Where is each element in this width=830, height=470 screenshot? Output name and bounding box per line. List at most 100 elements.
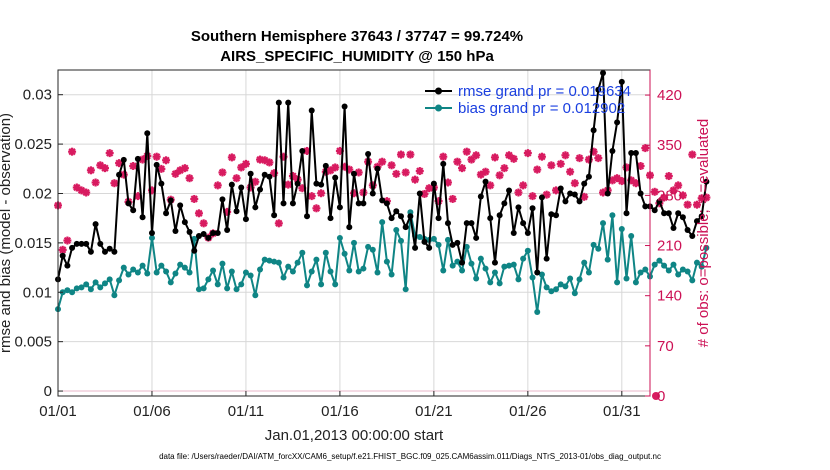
- bias-point: [92, 279, 99, 286]
- rmse-point: [510, 230, 517, 236]
- bias-point: [651, 261, 658, 268]
- rmse-point: [153, 161, 160, 168]
- rmse-point: [355, 200, 362, 207]
- y-tick-label-right: 140: [657, 288, 682, 305]
- rmse-point: [233, 208, 240, 215]
- bias-point: [285, 263, 292, 270]
- bias-point: [538, 271, 545, 278]
- bias-point: [477, 255, 484, 262]
- y-axis-label-right: # of obs: o=possible; ∗=evaluated: [695, 119, 712, 348]
- obs-evaluated-point: [185, 174, 194, 183]
- bias-point: [200, 285, 207, 292]
- bias-point: [73, 285, 80, 292]
- rmse-point: [477, 193, 484, 200]
- rmse-point: [242, 216, 249, 223]
- bias-point: [116, 277, 123, 284]
- bias-point: [271, 258, 278, 265]
- obs-evaluated-point: [566, 167, 575, 176]
- rmse-point: [383, 200, 390, 207]
- rmse-point: [130, 207, 137, 214]
- bias-point: [351, 239, 357, 246]
- axis-ticks: 01/01 01/06 01/11 01/16 01/21 01/26 01/31 0 0.00…: [14, 70, 682, 420]
- rmse-point: [595, 86, 602, 93]
- rmse-point: [651, 207, 658, 214]
- obs-evaluated-point: [439, 152, 448, 161]
- obs-evaluated-point: [199, 219, 208, 228]
- rmse-point: [336, 204, 343, 211]
- bias-point: [365, 243, 372, 250]
- rmse-point: [600, 69, 607, 76]
- obs-evaluated-point: [523, 149, 532, 158]
- rmse-point: [332, 174, 339, 181]
- rmse-point: [228, 181, 235, 188]
- rmse-point: [623, 210, 630, 217]
- bias-point: [205, 276, 212, 283]
- bias-point: [595, 245, 602, 252]
- rmse-point: [69, 244, 76, 251]
- rmse-point: [421, 238, 428, 245]
- bias-point: [600, 220, 607, 227]
- obs-evaluated-point: [495, 171, 504, 180]
- obs-evaluated-point: [82, 188, 91, 197]
- rmse-point: [285, 99, 292, 106]
- rmse-point: [444, 220, 451, 227]
- grid-lines: [57, 70, 650, 396]
- bias-point: [120, 264, 127, 271]
- bias-point: [543, 284, 550, 291]
- bias-point: [177, 261, 184, 268]
- bias-point: [698, 263, 705, 270]
- obs-evaluated-point: [392, 169, 401, 178]
- obs-evaluated-point: [674, 181, 683, 190]
- rmse-point: [257, 186, 264, 193]
- rmse-point: [111, 248, 118, 255]
- rmse-point: [163, 210, 170, 217]
- rmse-point: [407, 213, 414, 220]
- rmse-point: [689, 232, 696, 239]
- rmse-point: [393, 208, 400, 215]
- bias-point: [252, 292, 259, 299]
- obs-evaluated-point: [86, 166, 95, 175]
- bias-point: [167, 279, 174, 286]
- bias-point: [355, 268, 362, 275]
- bias-point: [402, 286, 409, 293]
- rmse-point: [101, 248, 108, 255]
- obs-evaluated-point: [129, 162, 138, 171]
- rmse-point: [524, 230, 531, 236]
- y-tick-label-right: 0: [657, 388, 665, 405]
- bias-point: [144, 270, 151, 277]
- legend-rmse-label: rmse grand pr = 0.019634: [458, 83, 631, 100]
- obs-evaluated-point: [505, 151, 514, 160]
- rmse-point: [670, 225, 677, 232]
- obs-evaluated-point: [669, 186, 678, 195]
- bias-point: [101, 280, 108, 287]
- rmse-point: [703, 178, 710, 185]
- y-tick-label-left: 0.03: [23, 87, 52, 104]
- bias-point: [379, 219, 386, 226]
- rmse-point: [506, 187, 513, 194]
- obs-evaluated-point: [556, 159, 565, 168]
- bias-point: [163, 268, 170, 275]
- bias-point: [557, 281, 564, 288]
- rmse-point: [661, 210, 668, 217]
- rmse-point: [289, 200, 296, 207]
- rmse-point: [698, 213, 705, 220]
- obs-evaluated-point: [58, 245, 67, 254]
- bias-point: [97, 284, 104, 291]
- rmse-point: [186, 229, 193, 236]
- legend: rmse grand pr = 0.019634 bias grand pr =…: [425, 83, 631, 117]
- obs-evaluated-point: [218, 168, 227, 177]
- rmse-point: [177, 202, 184, 209]
- bias-point: [214, 281, 221, 288]
- rmse-point: [496, 212, 503, 219]
- bias-point: [275, 259, 282, 266]
- bias-point: [64, 287, 71, 294]
- rmse-point: [78, 240, 85, 247]
- bias-point: [440, 267, 447, 274]
- bias-point: [416, 233, 423, 240]
- obs-evaluated-point: [378, 157, 387, 166]
- obs-evaluated-point: [411, 175, 420, 184]
- rmse-point: [468, 220, 475, 227]
- rmse-point: [604, 190, 611, 197]
- bias-point: [186, 269, 193, 276]
- bias-point: [280, 274, 287, 281]
